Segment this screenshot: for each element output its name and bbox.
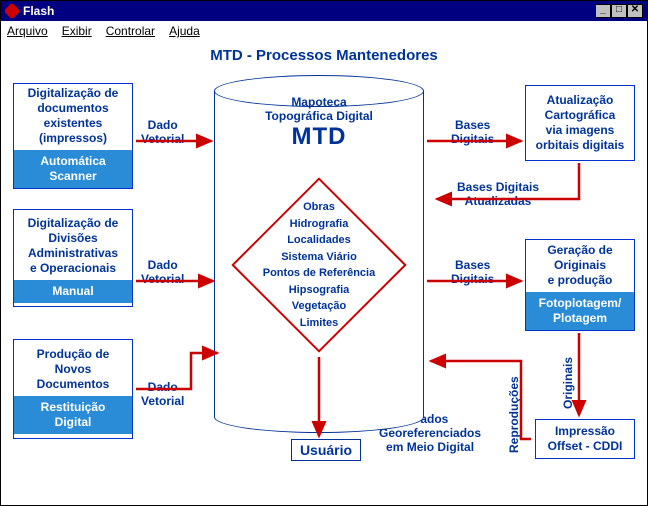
label-dado-vetorial-3: Dado Vetorial: [141, 381, 184, 409]
label-bases-digitais-2: Bases Digitais: [451, 259, 494, 287]
label-bases-atualizadas: Bases Digitais Atualizadas: [457, 181, 539, 209]
box-right1: Atualização Cartográfica via imagens orb…: [525, 85, 635, 161]
usuario-box: Usuário: [291, 439, 361, 461]
label-dado-vetorial-2: Dado Vetorial: [141, 259, 184, 287]
box-sub: Manual: [14, 280, 132, 303]
box-right2: Geração de Originais e produção Fotoplota…: [525, 239, 635, 331]
menu-ajuda[interactable]: Ajuda: [169, 24, 200, 38]
close-button[interactable]: ✕: [627, 4, 643, 18]
window-buttons: _ □ ✕: [595, 4, 643, 18]
titlebar: Flash _ □ ✕: [1, 1, 647, 21]
box-text: Atualização Cartográfica via imagens orb…: [536, 93, 625, 153]
box-text: Digitalização de Divisões Administrativa…: [28, 216, 119, 276]
cylinder-labels: Mapoteca Topográfica Digital MTD: [214, 91, 424, 151]
box-text: Geração de Originais e produção: [547, 243, 612, 288]
diamond-item: Hidrografia: [290, 216, 349, 233]
diamond-item: Vegetação: [292, 298, 346, 315]
diamond-item: Pontos de Referência: [263, 265, 375, 282]
label-originais: Originais: [561, 357, 575, 409]
diamond: ObrasHidrografiaLocalidadesSistema Viári…: [231, 177, 407, 353]
menu-controlar[interactable]: Controlar: [106, 24, 155, 38]
maximize-button[interactable]: □: [611, 4, 627, 18]
box-sub: Automática Scanner: [14, 150, 132, 188]
label-reproducoes: Reproduções: [507, 376, 521, 453]
window-title: Flash: [23, 4, 54, 18]
diamond-item: Obras: [303, 199, 335, 216]
cylinder-label-1: Mapoteca: [214, 95, 424, 109]
menubar: Arquivo Exibir Controlar Ajuda: [1, 21, 647, 41]
diamond-item: Hipsografia: [289, 282, 350, 299]
box-left3: Produção de Novos Documentos Restituição …: [13, 339, 133, 439]
cylinder-label-2: Topográfica Digital: [214, 109, 424, 123]
flash-window: Flash _ □ ✕ Arquivo Exibir Controlar Aju…: [0, 0, 648, 506]
diamond-item: Localidades: [287, 232, 351, 249]
box-text: Digitalização de documentos existentes (…: [28, 86, 119, 146]
box-left1: Digitalização de documentos existentes (…: [13, 83, 133, 189]
app-icon: [5, 4, 19, 18]
cylinder-label-3: MTD: [214, 123, 424, 151]
box-text: Impressão Offset - CDDI: [548, 424, 623, 454]
diamond-item: Sistema Viário: [281, 249, 357, 266]
box-left2: Digitalização de Divisões Administrativa…: [13, 209, 133, 307]
box-sub: Fotoplotagem/ Plotagem: [526, 292, 634, 330]
box-sub: Restituição Digital: [14, 396, 132, 434]
minimize-button[interactable]: _: [595, 4, 611, 18]
diamond-labels: ObrasHidrografiaLocalidadesSistema Viári…: [231, 177, 407, 353]
box-right3: Impressão Offset - CDDI: [535, 419, 635, 459]
box-text: Produção de Novos Documentos: [37, 347, 110, 392]
diamond-item: Limites: [300, 315, 339, 332]
diagram-title: MTD - Processos Mantenedores: [1, 47, 647, 64]
diagram-canvas: MTD - Processos Mantenedores Mapoteca To…: [1, 41, 647, 505]
label-bases-digitais-1: Bases Digitais: [451, 119, 494, 147]
menu-arquivo[interactable]: Arquivo: [7, 24, 48, 38]
label-dado-vetorial-1: Dado Vetorial: [141, 119, 184, 147]
menu-exibir[interactable]: Exibir: [62, 24, 92, 38]
